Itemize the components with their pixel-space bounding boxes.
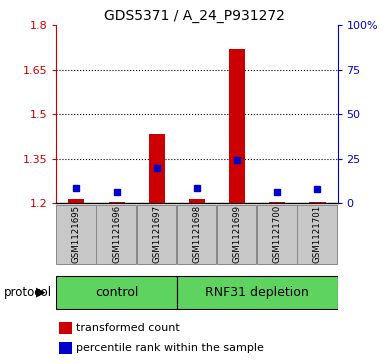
Bar: [229, 49, 245, 203]
Bar: [97, 204, 136, 264]
Text: GSM1121698: GSM1121698: [192, 205, 201, 263]
Text: RNF31 depletion: RNF31 depletion: [205, 286, 309, 299]
Bar: [177, 276, 338, 309]
Bar: [59, 342, 72, 354]
Text: GSM1121700: GSM1121700: [273, 205, 282, 263]
Bar: [56, 276, 177, 309]
Text: ▶: ▶: [36, 286, 45, 299]
Bar: [257, 204, 296, 264]
Bar: [189, 199, 205, 203]
Text: protocol: protocol: [4, 286, 52, 299]
Text: GSM1121695: GSM1121695: [72, 205, 81, 263]
Text: GSM1121696: GSM1121696: [112, 205, 121, 263]
Text: GDS5371 / A_24_P931272: GDS5371 / A_24_P931272: [104, 9, 284, 23]
Bar: [59, 322, 72, 334]
Bar: [269, 202, 285, 203]
Text: GSM1121699: GSM1121699: [232, 205, 242, 263]
Bar: [68, 199, 85, 203]
Bar: [109, 202, 125, 203]
Bar: [56, 204, 95, 264]
Bar: [137, 204, 176, 264]
Text: GSM1121701: GSM1121701: [313, 205, 322, 263]
Bar: [297, 204, 337, 264]
Text: control: control: [95, 286, 138, 299]
Text: GSM1121697: GSM1121697: [152, 205, 161, 263]
Text: percentile rank within the sample: percentile rank within the sample: [76, 343, 264, 353]
Bar: [309, 202, 326, 203]
Text: transformed count: transformed count: [76, 323, 180, 333]
Bar: [177, 204, 216, 264]
Bar: [217, 204, 256, 264]
Bar: [149, 134, 165, 203]
